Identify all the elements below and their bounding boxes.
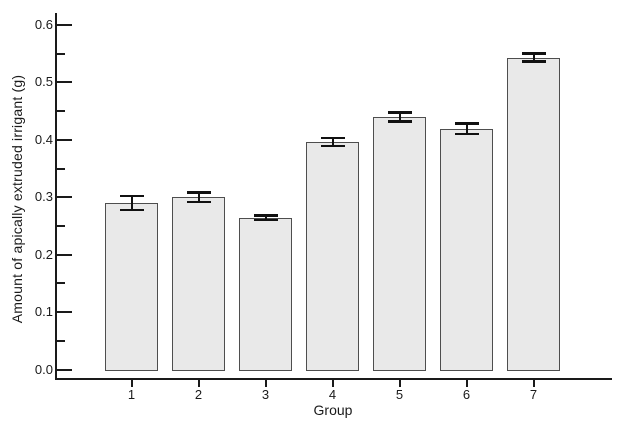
y-minor-tick	[57, 282, 65, 285]
error-bar-cap-bottom-group-2	[186, 200, 211, 204]
bar-group-4	[306, 142, 359, 371]
error-bar-stem-group-5	[398, 112, 401, 122]
y-tick-label: 0.5	[34, 74, 53, 90]
y-tick-label: 0.2	[34, 246, 53, 262]
y-tick-label: 0.4	[34, 131, 53, 147]
x-tick-group-7	[532, 380, 535, 387]
x-tick-label: 7	[529, 387, 538, 402]
error-bar-cap-bottom-group-5	[387, 120, 412, 123]
y-tick-label: 0.1	[34, 304, 53, 320]
y-tick-label: 0.0	[34, 361, 53, 377]
error-bar-cap-top-group-5	[387, 111, 412, 114]
bar-group-6	[440, 128, 493, 371]
x-tick-label: 4	[328, 387, 337, 402]
bar-group-3	[239, 217, 292, 371]
x-tick-label: 5	[395, 387, 404, 402]
error-bar-cap-top-group-7	[521, 52, 546, 55]
y-minor-tick	[57, 224, 65, 227]
y-major-tick	[57, 196, 72, 199]
y-major-tick	[57, 138, 72, 141]
error-bar-cap-bottom-group-1	[119, 208, 144, 212]
x-tick-group-5	[398, 380, 401, 387]
x-tick-group-2	[197, 380, 200, 387]
y-major-tick	[57, 81, 72, 84]
error-bar-cap-top-group-6	[454, 122, 479, 125]
y-axis-spine	[55, 13, 57, 380]
error-bar-cap-bottom-group-4	[320, 144, 345, 148]
error-bar-cap-top-group-4	[320, 136, 345, 140]
y-major-tick	[57, 253, 72, 256]
error-bar-stem-group-4	[331, 138, 334, 147]
bar-group-7	[507, 57, 560, 371]
y-minor-tick	[57, 52, 65, 55]
error-bar-stem-group-2	[197, 192, 200, 202]
y-tick-label: 0.6	[34, 16, 53, 32]
x-tick-label: 3	[261, 387, 270, 402]
error-bar-cap-top-group-2	[186, 191, 211, 194]
x-axis-title: Group	[313, 402, 353, 418]
error-bar-stem-group-7	[532, 53, 535, 62]
bar-group-5	[373, 116, 426, 371]
x-axis-spine	[55, 378, 612, 380]
y-minor-tick	[57, 339, 65, 342]
error-bar-stem-group-1	[130, 196, 133, 210]
x-tick-label: 1	[127, 387, 136, 402]
error-bar-cap-bottom-group-6	[454, 132, 479, 136]
x-tick-label: 6	[462, 387, 471, 402]
y-minor-tick	[57, 110, 65, 113]
error-bar-cap-bottom-group-3	[253, 218, 278, 222]
error-bar-cap-top-group-1	[119, 194, 144, 198]
x-tick-group-3	[264, 380, 267, 387]
error-bar-stem-group-6	[465, 123, 468, 135]
y-major-tick	[57, 368, 72, 371]
bar-group-1	[105, 202, 158, 371]
y-minor-tick	[57, 167, 65, 170]
y-major-tick	[57, 23, 72, 26]
x-tick-group-4	[331, 380, 334, 387]
x-tick-group-1	[130, 380, 133, 387]
error-bar-cap-bottom-group-7	[521, 60, 546, 63]
error-bar-cap-top-group-3	[253, 214, 278, 217]
y-major-tick	[57, 311, 72, 314]
error-bar-stem-group-3	[264, 215, 267, 221]
bar-group-2	[172, 197, 225, 371]
x-tick-label: 2	[194, 387, 203, 402]
x-tick-group-6	[465, 380, 468, 387]
y-tick-label: 0.3	[34, 189, 53, 205]
